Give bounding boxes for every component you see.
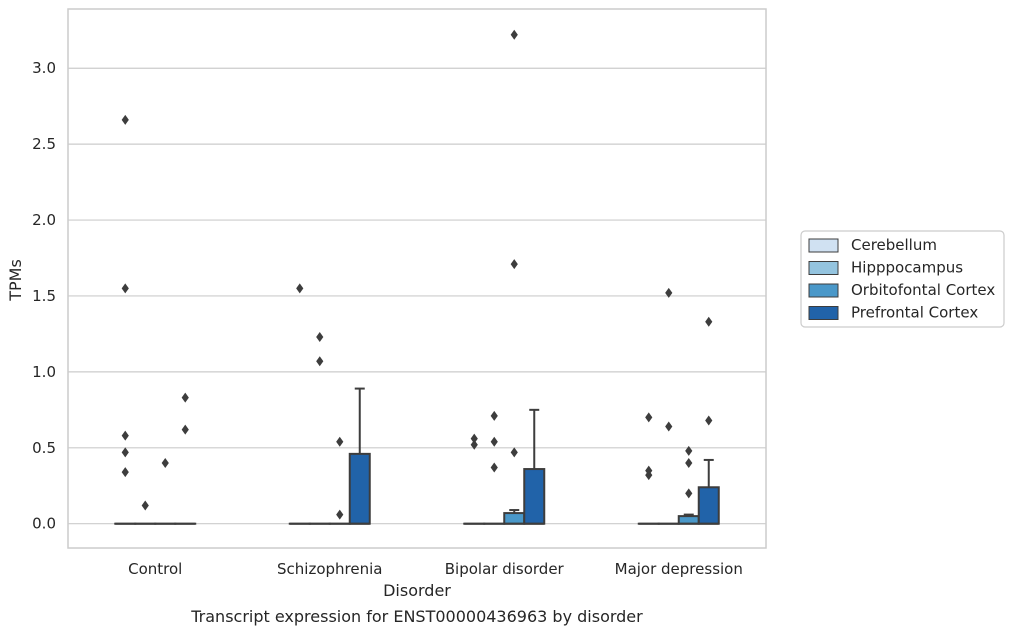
outlier-point [645, 412, 653, 423]
x-tick-labels: Control Schizophrenia Bipolar disorder Majo… [128, 560, 743, 578]
outlier-point [121, 114, 129, 125]
grid-lines [68, 67, 766, 525]
box-iqr [523, 468, 546, 525]
outlier-point [121, 467, 129, 478]
outlier-point [645, 465, 653, 476]
outlier-point [510, 259, 518, 270]
legend-swatch [808, 261, 839, 275]
outlier-point [161, 457, 169, 468]
outlier-point [685, 457, 693, 468]
box-3-3 [697, 316, 720, 525]
outlier-point [336, 509, 344, 520]
outlier-point [510, 447, 518, 458]
y-axis-label: TPMs [6, 259, 25, 302]
box-iqr [348, 452, 371, 525]
y-tick-labels: 0.0 0.5 1.0 1.5 2.0 2.5 3.0 [32, 59, 56, 532]
box-iqr [677, 515, 700, 525]
box-0-2 [154, 457, 177, 525]
outlier-point [316, 356, 324, 367]
box-iqr [697, 486, 720, 525]
box-3-2 [677, 445, 700, 525]
x-tick-label: Schizophrenia [277, 560, 382, 578]
outlier-point [181, 392, 189, 403]
box-1-3 [348, 387, 371, 525]
legend-label: Hipppocampus [851, 259, 963, 277]
box-3-1 [657, 287, 680, 525]
box-2-1 [483, 410, 506, 525]
outlier-point [685, 488, 693, 499]
box-3-0 [637, 412, 660, 525]
outlier-point [490, 462, 498, 473]
outlier-point [121, 283, 129, 294]
outlier-point [121, 430, 129, 441]
box-2-3 [523, 408, 546, 525]
y-tick-label: 2.0 [32, 211, 56, 229]
legend-frame [800, 230, 1005, 328]
outlier-point [181, 424, 189, 435]
y-tick-label: 0.5 [32, 439, 56, 457]
box-iqr [503, 512, 526, 525]
box-1-0 [288, 283, 311, 525]
outlier-point [141, 500, 149, 511]
x-tick-label: Bipolar disorder [445, 560, 565, 578]
outlier-point [705, 316, 713, 327]
box-0-3 [174, 392, 197, 525]
y-tick-label: 2.5 [32, 135, 56, 153]
y-tick-label: 0.0 [32, 515, 56, 533]
outlier-point [490, 410, 498, 421]
legend-swatch [808, 283, 839, 298]
legend-swatch [808, 238, 839, 253]
outlier-point [705, 415, 713, 426]
box-0-1 [134, 500, 157, 525]
y-tick-label: 1.0 [32, 363, 56, 381]
legend-label: Orbitofontal Cortex [851, 281, 995, 299]
outlier-point [470, 439, 478, 450]
outlier-point [336, 436, 344, 447]
legend-label: Prefrontal Cortex [851, 304, 978, 322]
plot-area-frame [67, 8, 767, 549]
y-tick-label: 1.5 [32, 287, 56, 305]
outlier-point [121, 447, 129, 458]
box-1-1 [308, 331, 331, 525]
outlier-point [296, 283, 304, 294]
outlier-point [470, 433, 478, 444]
x-axis-label: Disorder [383, 581, 451, 600]
outlier-point [665, 421, 673, 432]
y-tick-label: 3.0 [32, 59, 56, 77]
box-1-2 [328, 436, 351, 525]
box-2-2 [503, 29, 526, 525]
legend: Cerebellum Hipppocampus Orbitofontal Corte… [800, 230, 1005, 328]
outlier-point [490, 436, 498, 447]
legend-label: Cerebellum [851, 236, 937, 254]
chart-caption: Transcript expression for ENST0000043696… [190, 607, 643, 626]
x-tick-label: Major depression [615, 560, 743, 578]
outlier-point [685, 445, 693, 456]
outlier-point [510, 29, 518, 40]
outlier-point [665, 287, 673, 298]
legend-swatch [808, 306, 839, 320]
box-2-0 [463, 433, 486, 525]
outlier-point [316, 331, 324, 342]
box-0-0 [114, 114, 137, 525]
x-tick-label: Control [128, 560, 182, 578]
boxes-layer [114, 29, 720, 525]
